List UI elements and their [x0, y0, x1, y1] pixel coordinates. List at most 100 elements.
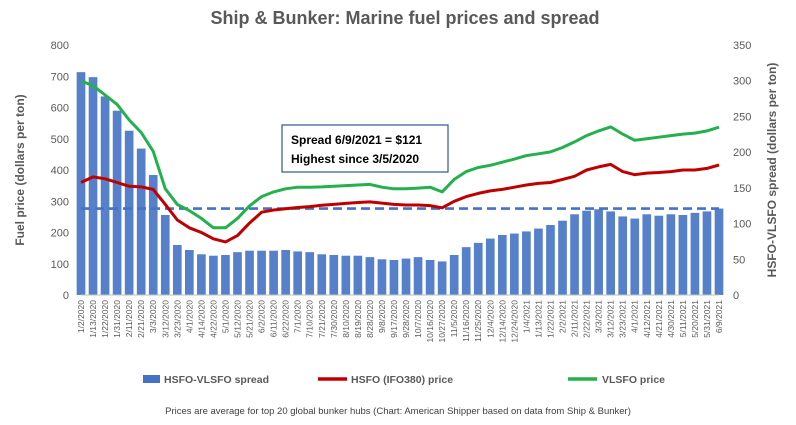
x-tick-label: 6/22/2020: [281, 300, 291, 338]
spread-bar: [642, 214, 652, 295]
annotation-line-2: Highest since 3/5/2020: [291, 152, 419, 166]
spread-bar: [100, 96, 110, 295]
y-left-tick-label: 600: [51, 103, 69, 115]
y-left-tick-label: 200: [51, 228, 69, 240]
y-right-tick-label: 50: [733, 254, 745, 266]
spread-bar: [209, 255, 218, 295]
spread-bar: [377, 259, 387, 295]
spread-bar: [245, 250, 254, 295]
spread-bar: [497, 235, 507, 295]
spread-bar: [329, 255, 339, 295]
spread-bar: [221, 255, 230, 295]
y-left-tick-label: 500: [51, 134, 69, 146]
spread-bar: [353, 255, 363, 295]
spread-bar: [197, 254, 206, 295]
legend-label-spread: HSFO-VLSFO spread: [164, 374, 269, 386]
chart-title: Ship & Bunker: Marine fuel prices and sp…: [210, 8, 599, 28]
x-tick-label: 4/21/2021: [654, 300, 664, 338]
x-tick-label: 7/21/2020: [317, 300, 327, 338]
spread-bar: [112, 110, 122, 295]
spread-bar: [461, 247, 471, 295]
x-tick-label: 8/19/2020: [353, 300, 363, 338]
spread-bar: [606, 211, 615, 295]
spread-bar: [630, 218, 640, 295]
hsfo-price-line: [80, 162, 720, 244]
spread-bar: [558, 220, 567, 295]
right-axis-title: HSFO-VLSFO spread (dollars per ton): [765, 63, 779, 278]
x-tick-label: 3/23/2020: [172, 300, 182, 338]
x-tick-label: 5/21/2020: [245, 300, 255, 338]
x-tick-label: 10/7/2020: [413, 300, 423, 338]
x-tick-label: 11/5/2020: [449, 300, 459, 337]
spread-bar: [437, 261, 447, 295]
x-tick-label: 1/22/2021: [546, 300, 556, 338]
y-left-tick-label: 400: [51, 165, 69, 177]
spread-bar: [88, 77, 98, 296]
spread-bar: [389, 260, 399, 295]
spread-bar: [690, 212, 700, 295]
x-tick-label: 3/12/2020: [160, 300, 170, 338]
x-tick-label: 10/16/2020: [425, 300, 435, 343]
spread-bar: [269, 250, 278, 295]
y-left-tick-label: 800: [51, 40, 69, 52]
x-tick-label: 9/28/2020: [401, 300, 411, 338]
x-tick-label: 5/31/2021: [702, 300, 712, 338]
x-tick-label: 7/30/2020: [329, 300, 339, 338]
spread-bar: [124, 130, 134, 295]
x-tick-label: 5/11/2021: [678, 300, 688, 337]
annotation-box: Spread 6/9/2021 = $121 Highest since 3/5…: [281, 124, 449, 173]
spread-bar: [185, 250, 194, 295]
x-tick-label: 1/2/2020: [76, 300, 86, 333]
spread-bar: [401, 258, 411, 295]
x-tick-label: 2/21/2020: [136, 300, 146, 338]
x-tick-label: 2/11/2020: [124, 300, 134, 337]
y-right-tick-label: 200: [733, 147, 751, 159]
x-tick-label: 1/31/2020: [112, 300, 122, 338]
y-right-tick-label: 0: [733, 290, 739, 302]
spread-bar: [702, 211, 712, 295]
x-tick-label: 2/22/2021: [582, 300, 592, 338]
y-right-tick-label: 150: [733, 183, 751, 195]
x-tick-label: 7/1/2020: [293, 300, 303, 333]
spread-bar: [136, 148, 146, 295]
spread-bar: [522, 231, 531, 295]
spread-bar: [678, 215, 688, 295]
legend-label-hsfo: HSFO (IFO380) price: [351, 374, 453, 386]
spread-bars: [76, 72, 724, 296]
y-left-tick-label: 700: [51, 71, 69, 83]
annotation-line-1: Spread 6/9/2021 = $121: [291, 133, 422, 147]
spread-bar: [546, 225, 555, 295]
x-tick-label: 3/3/2020: [148, 300, 158, 333]
right-y-axis: 0 50 100 150 200 250 300 350: [733, 40, 751, 302]
spread-bar: [534, 228, 543, 295]
x-tick-label: 4/1/2020: [184, 300, 194, 333]
x-tick-label: 9/8/2020: [377, 300, 387, 333]
x-tick-label: 5/20/2021: [690, 300, 700, 338]
spread-bar: [473, 242, 483, 295]
spread-bar: [172, 245, 182, 295]
spread-bar: [714, 208, 724, 295]
x-tick-label: 2/11/2021: [570, 300, 580, 337]
spread-bar: [510, 233, 519, 295]
x-tick-label: 3/12/2021: [606, 300, 616, 338]
spread-bar: [485, 238, 495, 295]
x-tick-label: 2/2/2021: [558, 300, 568, 333]
legend-swatch-spread: [143, 375, 160, 383]
x-tick-label: 12/4/2020: [485, 300, 495, 338]
spread-bar: [365, 257, 375, 295]
y-left-tick-label: 0: [63, 290, 69, 302]
y-right-tick-label: 250: [733, 111, 751, 123]
x-tick-label: 6/9/2021: [714, 300, 724, 333]
x-tick-label: 12/14/2020: [497, 300, 507, 343]
x-tick-label: 5/1/2020: [221, 300, 231, 333]
y-right-tick-label: 100: [733, 219, 751, 231]
spread-bar: [233, 252, 242, 295]
left-axis-title: Fuel price (dollars per ton): [13, 94, 27, 245]
x-tick-label: 5/12/2020: [233, 300, 243, 338]
y-right-tick-label: 350: [733, 40, 751, 52]
left-y-axis: 0 100 200 300 400 500 600 700 800: [51, 40, 69, 302]
spread-bar: [76, 72, 86, 296]
y-right-tick-label: 300: [733, 76, 751, 88]
annotation-frame: [281, 124, 449, 173]
